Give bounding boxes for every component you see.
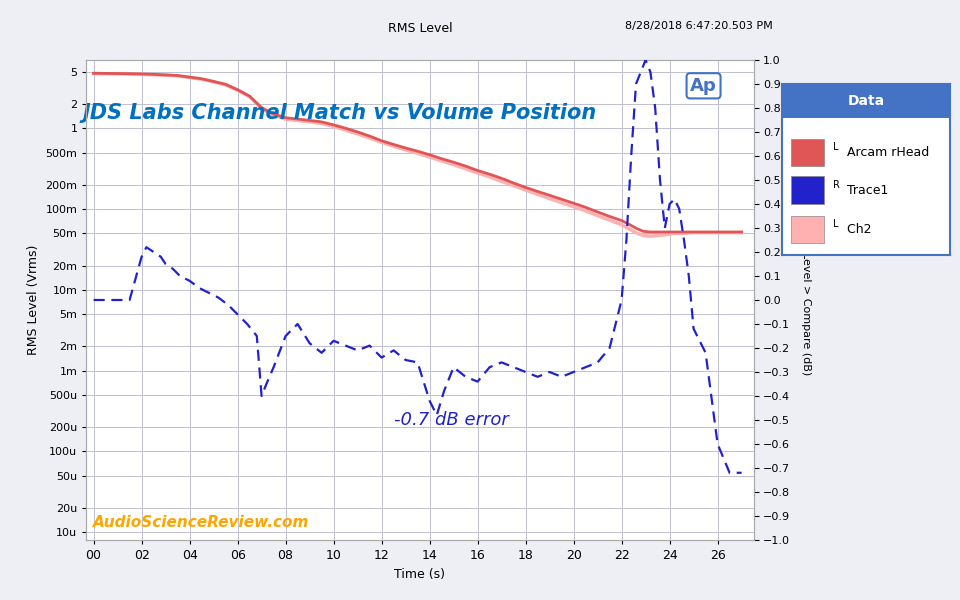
Bar (791, 176, 825, 204)
Text: AudioScienceReview.com: AudioScienceReview.com (93, 515, 309, 530)
Title: RMS Level: RMS Level (388, 22, 452, 35)
Text: Ap: Ap (690, 77, 717, 95)
Text: Data: Data (848, 94, 885, 108)
Y-axis label: RMS Level (Vrms): RMS Level (Vrms) (27, 245, 39, 355)
Y-axis label: RMS Level > Compare (dB): RMS Level > Compare (dB) (802, 224, 811, 376)
Bar (791, 215, 825, 243)
Bar (782, 84, 950, 118)
Text: R: R (832, 180, 840, 190)
Text: L: L (832, 142, 838, 152)
Text: 8/28/2018 6:47:20.503 PM: 8/28/2018 6:47:20.503 PM (625, 21, 773, 31)
Text: Ch2: Ch2 (843, 223, 872, 236)
Bar (791, 139, 825, 166)
Text: -0.7 dB error: -0.7 dB error (394, 411, 509, 429)
X-axis label: Time (s): Time (s) (395, 568, 445, 581)
Text: Trace1: Trace1 (843, 184, 888, 197)
Text: Arcam rHead: Arcam rHead (843, 146, 929, 159)
Text: JDS Labs Channel Match vs Volume Position: JDS Labs Channel Match vs Volume Positio… (83, 103, 597, 123)
Text: L: L (832, 219, 838, 229)
